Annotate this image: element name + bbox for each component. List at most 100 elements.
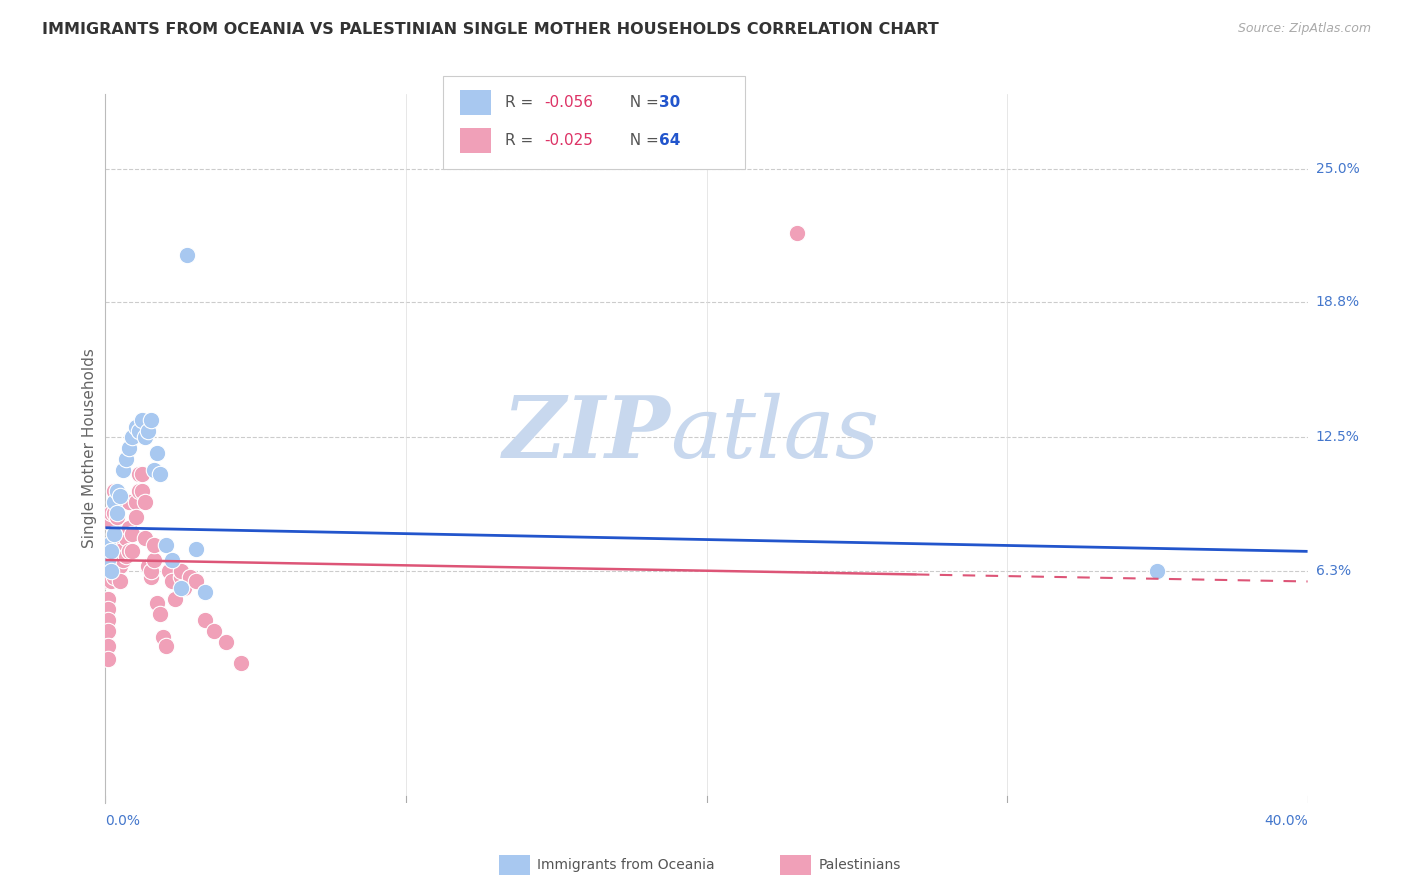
Point [176,248,198,262]
Text: R =: R = [505,133,538,147]
Point [131,467,153,481]
Text: 64: 64 [659,133,681,147]
Point [110,489,132,503]
Point [103,559,125,574]
Point [214,634,236,648]
Point [97,574,120,589]
Point [103,506,125,520]
Text: Palestinians: Palestinians [818,858,901,872]
Point [115,532,138,546]
Point [103,484,125,499]
Point [103,570,125,584]
Text: 30: 30 [659,95,681,110]
Text: 18.8%: 18.8% [1316,295,1360,310]
Point [121,527,143,541]
Text: 0.0%: 0.0% [105,814,141,828]
Text: Immigrants from Oceania: Immigrants from Oceania [537,858,714,872]
Point [157,564,180,578]
Point [97,639,120,653]
Point [160,553,183,567]
Point [142,463,165,477]
Point [142,538,165,552]
Text: -0.025: -0.025 [544,133,593,147]
Point [128,484,150,499]
Point [118,495,141,509]
Text: 25.0%: 25.0% [1316,161,1360,176]
Point [786,227,808,241]
Point [107,510,129,524]
Point [139,413,162,427]
Point [118,544,141,558]
Text: ZIP: ZIP [502,392,671,475]
Point [97,624,120,638]
Point [155,639,177,653]
Point [148,607,170,621]
Point [131,484,153,499]
Text: atlas: atlas [671,392,880,475]
Point [179,570,201,584]
Point [100,564,122,578]
Text: Source: ZipAtlas.com: Source: ZipAtlas.com [1237,22,1371,36]
Point [118,521,141,535]
Text: 40.0%: 40.0% [1264,814,1308,828]
Point [124,510,146,524]
Point [128,467,150,481]
Text: 6.3%: 6.3% [1316,564,1351,578]
Y-axis label: Single Mother Households: Single Mother Households [82,348,97,549]
Point [134,430,156,444]
Point [169,570,191,584]
Point [131,413,153,427]
Point [169,581,191,595]
Point [152,630,174,644]
Point [128,424,150,438]
Point [194,585,217,599]
Point [97,613,120,627]
Point [169,564,191,578]
Point [97,652,120,666]
Point [139,564,162,578]
Point [97,591,120,606]
Point [97,538,120,552]
Point [145,445,167,459]
Point [124,495,146,509]
Point [100,544,122,558]
Point [155,538,177,552]
Point [112,463,135,477]
Point [134,532,156,546]
Point [100,538,122,552]
Point [100,516,122,531]
Point [115,549,138,563]
Point [163,591,186,606]
Point [110,559,132,574]
Point [136,559,159,574]
Point [97,553,120,567]
Point [100,574,122,589]
Point [97,602,120,616]
Text: -0.056: -0.056 [544,95,593,110]
Point [1146,564,1168,578]
Point [118,441,141,455]
Point [184,574,207,589]
Point [107,484,129,499]
Text: IMMIGRANTS FROM OCEANIA VS PALESTINIAN SINGLE MOTHER HOUSEHOLDS CORRELATION CHAR: IMMIGRANTS FROM OCEANIA VS PALESTINIAN S… [42,22,939,37]
Point [139,570,162,584]
Point [107,506,129,520]
Point [103,527,125,541]
Point [103,527,125,541]
Point [103,495,125,509]
Point [97,564,120,578]
Point [142,553,165,567]
Point [136,424,159,438]
Point [121,430,143,444]
Point [107,559,129,574]
Point [148,467,170,481]
Point [134,495,156,509]
Point [160,574,183,589]
Point [112,527,135,541]
Text: R =: R = [505,95,538,110]
Point [229,656,252,670]
Point [173,581,195,595]
Point [121,544,143,558]
Point [184,542,207,557]
Text: N =: N = [620,95,664,110]
